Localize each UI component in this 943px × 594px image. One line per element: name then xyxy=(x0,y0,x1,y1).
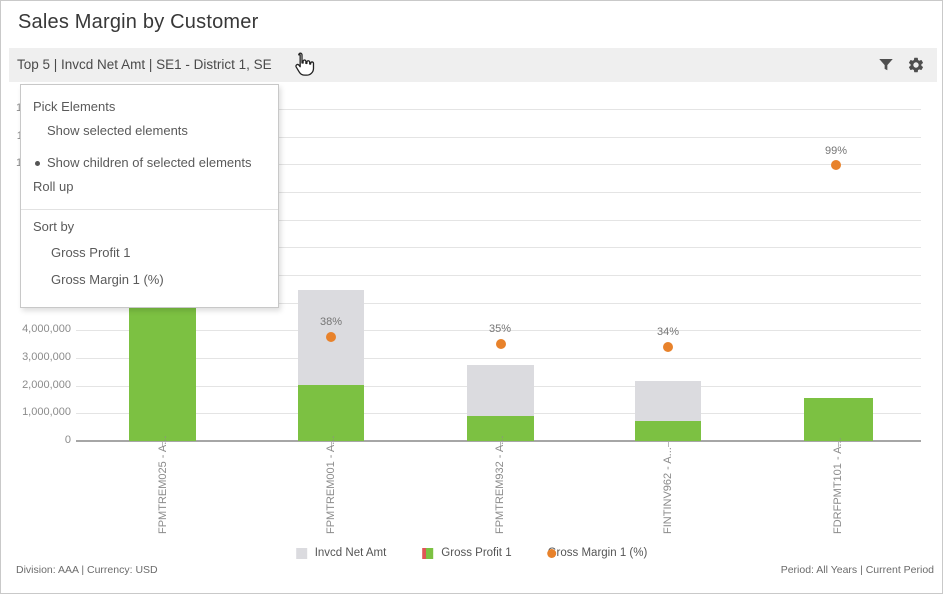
toolbar-context-label[interactable]: Top 5 | Invcd Net Amt | SE1 - District 1… xyxy=(17,57,272,72)
legend-label: Gross Profit 1 xyxy=(441,547,512,559)
bar-3-invcd-net-amt[interactable] xyxy=(635,381,701,421)
gridline xyxy=(76,137,921,138)
bar-1-gross-profit[interactable] xyxy=(298,385,364,441)
footer-period: Period: All Years | Current Period xyxy=(780,564,934,576)
chart-toolbar: Top 5 | Invcd Net Amt | SE1 - District 1… xyxy=(9,48,937,82)
y-tick-label: 3,000,000 xyxy=(22,351,71,363)
y-tick-label: 2,000,000 xyxy=(22,379,71,391)
x-tick xyxy=(162,442,163,447)
x-category-label: FPMTREM001 - A... xyxy=(325,435,337,534)
bar-3-gross-profit[interactable] xyxy=(635,421,701,441)
legend-label: Gross Margin 1 (%) xyxy=(547,547,648,559)
menu-item-show-children[interactable]: Show children of selected elements xyxy=(35,155,252,171)
x-category-label: FPMTREM932 - A... xyxy=(494,435,506,534)
legend: Invcd Net Amt Gross Profit 1 Gross Margi… xyxy=(295,547,648,559)
legend-item-gross-margin[interactable]: Gross Margin 1 (%) xyxy=(547,547,648,559)
menu-item-sort-gross-margin[interactable]: Gross Margin 1 (%) xyxy=(51,272,164,287)
selected-bullet-icon xyxy=(35,161,40,166)
gridline xyxy=(76,330,921,331)
legend-item-invcd-net-amt[interactable]: Invcd Net Amt xyxy=(295,547,387,559)
bar-2-gross-profit[interactable] xyxy=(467,416,534,441)
y-tick-label: 1,000,000 xyxy=(22,406,71,418)
gross-margin-dot-4[interactable] xyxy=(831,160,841,170)
legend-label: Invcd Net Amt xyxy=(314,547,387,559)
bar-2-invcd-net-amt[interactable] xyxy=(467,365,534,416)
bar-4-gross-profit[interactable] xyxy=(804,398,873,441)
gray-square-icon xyxy=(295,547,307,559)
menu-item-pick-elements[interactable]: Pick Elements xyxy=(33,99,116,114)
gridline xyxy=(76,220,921,221)
y-tick-label: 0 xyxy=(64,434,71,446)
menu-item-sort-by[interactable]: Sort by xyxy=(33,219,75,234)
margin-value-label: 99% xyxy=(824,145,848,157)
y-tick-label: 4,000,000 xyxy=(22,323,71,335)
x-category-label: FDRFPMT101 - A... xyxy=(832,437,844,534)
menu-item-roll-up[interactable]: Roll up xyxy=(33,179,74,194)
context-menu: Pick Elements Show selected elements Sho… xyxy=(20,84,279,308)
menu-item-show-selected[interactable]: Show selected elements xyxy=(47,123,188,138)
page-title: Sales Margin by Customer xyxy=(18,11,259,33)
gridline xyxy=(76,358,921,359)
legend-item-gross-profit[interactable]: Gross Profit 1 xyxy=(422,547,512,559)
gross-margin-dot-1[interactable] xyxy=(326,332,336,342)
red-green-square-icon xyxy=(422,547,434,559)
menu-divider xyxy=(21,209,278,210)
margin-value-label: 38% xyxy=(319,316,343,328)
gross-margin-dot-3[interactable] xyxy=(663,342,673,352)
gridline xyxy=(76,247,921,248)
x-tick xyxy=(668,442,669,447)
filter-icon[interactable] xyxy=(877,56,895,74)
x-tick xyxy=(838,442,839,447)
x-category-label: FPMTREM025 - A... xyxy=(157,435,169,534)
gridline xyxy=(76,303,921,304)
orange-dot-icon xyxy=(547,548,557,558)
menu-item-sort-gross-profit[interactable]: Gross Profit 1 xyxy=(51,245,131,260)
gridline xyxy=(76,192,921,193)
margin-value-label: 35% xyxy=(488,323,512,335)
gridline xyxy=(76,275,921,276)
x-tick xyxy=(500,442,501,447)
gridline xyxy=(76,109,921,110)
x-axis-line xyxy=(76,440,921,442)
gridline xyxy=(76,164,921,165)
footer-division-currency: Division: AAA | Currency: USD xyxy=(16,564,158,576)
gross-margin-dot-2[interactable] xyxy=(496,339,506,349)
menu-item-label: Show children of selected elements xyxy=(47,155,252,170)
x-tick xyxy=(331,442,332,447)
x-category-label: FINTINV962 - A... xyxy=(662,447,674,534)
settings-gear-icon[interactable] xyxy=(907,56,925,74)
margin-value-label: 34% xyxy=(656,326,680,338)
